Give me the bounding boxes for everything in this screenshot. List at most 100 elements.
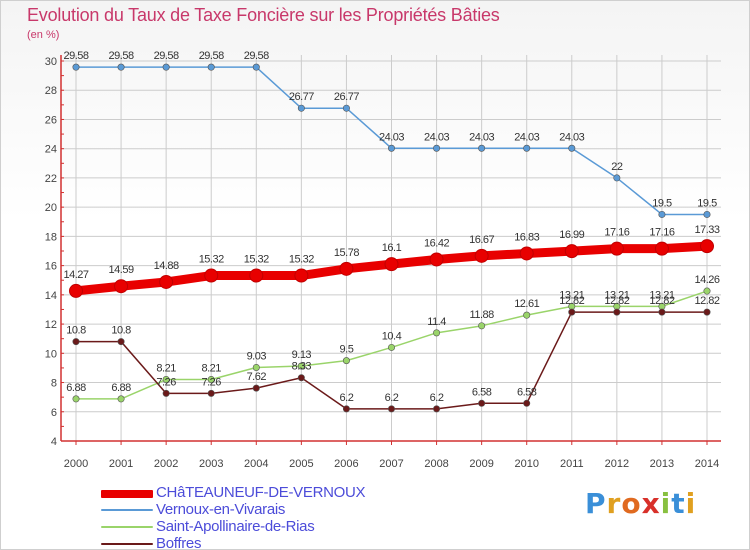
data-point-saint-apollinaire-de-rias bbox=[433, 329, 441, 337]
data-label-vernoux-en-vivarais: 29.58 bbox=[154, 50, 179, 62]
data-label-vernoux-en-vivarais: 29.58 bbox=[63, 50, 88, 62]
data-point-ch-teauneuf-de-vernoux bbox=[159, 274, 174, 289]
data-label-boffres: 12.82 bbox=[604, 295, 629, 307]
legend-swatch-saint-apollinaire bbox=[101, 526, 153, 528]
legend-swatch-boffres bbox=[101, 543, 153, 545]
data-point-ch-teauneuf-de-vernoux bbox=[564, 244, 579, 259]
y-tick-label: 22 bbox=[45, 173, 57, 185]
data-point-boffres bbox=[207, 389, 215, 397]
data-label-vernoux-en-vivarais: 24.03 bbox=[379, 131, 404, 143]
legend-label-saint-apollinaire: Saint-Apollinaire-de-Rias bbox=[156, 518, 315, 535]
legend-label-vernoux: Vernoux-en-Vivarais bbox=[156, 501, 286, 518]
y-tick-label: 30 bbox=[45, 56, 57, 68]
data-point-saint-apollinaire-de-rias bbox=[162, 375, 170, 383]
data-point-saint-apollinaire-de-rias bbox=[117, 395, 125, 403]
x-tick-label: 2003 bbox=[199, 458, 223, 470]
data-label-boffres: 7.26 bbox=[202, 376, 222, 388]
data-point-vernoux-en-vivarais bbox=[72, 63, 80, 71]
y-tick-label: 24 bbox=[45, 144, 57, 156]
x-tick-label: 2005 bbox=[289, 458, 313, 470]
data-point-saint-apollinaire-de-rias bbox=[252, 363, 260, 371]
y-tick-label: 10 bbox=[45, 348, 57, 360]
y-tick-label: 26 bbox=[45, 114, 57, 126]
data-point-vernoux-en-vivarais bbox=[658, 210, 666, 218]
data-point-boffres bbox=[523, 399, 531, 407]
data-point-boffres bbox=[117, 338, 125, 346]
data-label-saint-apollinaire-de-rias: 11.88 bbox=[470, 309, 495, 321]
data-point-saint-apollinaire-de-rias bbox=[387, 343, 395, 351]
grid-layer bbox=[61, 55, 721, 441]
data-point-vernoux-en-vivarais bbox=[478, 144, 486, 152]
data-label-saint-apollinaire-de-rias: 10.4 bbox=[382, 330, 402, 342]
data-label-layer: 29.58 29.58 29.58 29.58 29.58 26.77 26.77 24.03… bbox=[63, 50, 720, 404]
data-point-boffres bbox=[433, 405, 441, 413]
data-point-saint-apollinaire-de-rias bbox=[297, 362, 305, 370]
data-label-ch-teauneuf-de-vernoux: 15.32 bbox=[244, 254, 269, 266]
data-point-ch-teauneuf-de-vernoux bbox=[429, 252, 444, 267]
y-axis-unit: (en %) bbox=[27, 29, 60, 41]
x-tick-label: 2014 bbox=[695, 458, 719, 470]
data-label-vernoux-en-vivarais: 22 bbox=[611, 161, 623, 173]
data-point-boffres bbox=[72, 338, 80, 346]
y-tick-label: 16 bbox=[45, 261, 57, 273]
data-label-ch-teauneuf-de-vernoux: 16.99 bbox=[559, 229, 584, 241]
series-layer bbox=[69, 63, 714, 413]
y-tick-label: 18 bbox=[45, 231, 57, 243]
data-label-boffres: 12.82 bbox=[559, 295, 584, 307]
data-point-vernoux-en-vivarais bbox=[342, 104, 350, 112]
data-label-saint-apollinaire-de-rias: 6.88 bbox=[66, 382, 86, 394]
data-label-saint-apollinaire-de-rias: 9.13 bbox=[292, 349, 312, 361]
data-point-saint-apollinaire-de-rias bbox=[342, 357, 350, 365]
data-point-saint-apollinaire-de-rias bbox=[72, 395, 80, 403]
data-point-boffres bbox=[387, 405, 395, 413]
x-tick-label: 2011 bbox=[560, 458, 584, 470]
data-label-ch-teauneuf-de-vernoux: 14.27 bbox=[63, 269, 88, 281]
data-label-boffres: 12.82 bbox=[694, 295, 719, 307]
data-point-boffres bbox=[658, 308, 666, 316]
data-point-saint-apollinaire-de-rias bbox=[207, 375, 215, 383]
data-label-boffres: 7.26 bbox=[156, 376, 176, 388]
data-label-ch-teauneuf-de-vernoux: 14.59 bbox=[109, 264, 134, 276]
data-label-saint-apollinaire-de-rias: 13.21 bbox=[604, 289, 629, 301]
data-point-vernoux-en-vivarais bbox=[297, 104, 305, 112]
data-label-boffres: 6.2 bbox=[430, 392, 444, 404]
data-point-ch-teauneuf-de-vernoux bbox=[204, 268, 219, 283]
data-label-boffres: 8.33 bbox=[292, 361, 312, 373]
data-label-ch-teauneuf-de-vernoux: 16.42 bbox=[424, 237, 449, 249]
data-label-ch-teauneuf-de-vernoux: 16.67 bbox=[469, 234, 494, 246]
data-point-saint-apollinaire-de-rias bbox=[478, 322, 486, 330]
data-point-vernoux-en-vivarais bbox=[433, 144, 441, 152]
data-point-vernoux-en-vivarais bbox=[523, 144, 531, 152]
data-point-vernoux-en-vivarais bbox=[568, 144, 576, 152]
data-label-saint-apollinaire-de-rias: 9.03 bbox=[247, 350, 267, 362]
x-tick-label: 2004 bbox=[244, 458, 268, 470]
x-tick-label: 2000 bbox=[64, 458, 88, 470]
data-label-vernoux-en-vivarais: 24.03 bbox=[559, 131, 584, 143]
data-label-vernoux-en-vivarais: 29.58 bbox=[109, 50, 134, 62]
x-tick-label: 2006 bbox=[334, 458, 358, 470]
data-label-ch-teauneuf-de-vernoux: 16.1 bbox=[382, 242, 402, 254]
y-tick-label: 20 bbox=[45, 202, 57, 214]
data-point-boffres bbox=[568, 308, 576, 316]
data-label-boffres: 10.8 bbox=[66, 325, 86, 337]
legend-label-boffres: Boffres bbox=[156, 535, 202, 550]
data-point-ch-teauneuf-de-vernoux bbox=[339, 261, 354, 276]
data-label-vernoux-en-vivarais: 29.58 bbox=[199, 50, 224, 62]
x-tick-label: 2009 bbox=[469, 458, 493, 470]
data-label-saint-apollinaire-de-rias: 11.4 bbox=[427, 316, 446, 328]
data-label-ch-teauneuf-de-vernoux: 17.16 bbox=[604, 227, 629, 239]
data-point-boffres bbox=[252, 384, 260, 392]
legend-label-chateauneuf: CHâTEAUNEUF-DE-VERNOUX bbox=[156, 484, 366, 501]
data-point-ch-teauneuf-de-vernoux bbox=[654, 241, 669, 256]
data-point-ch-teauneuf-de-vernoux bbox=[700, 239, 714, 254]
data-point-boffres bbox=[703, 308, 711, 316]
y-tick-label: 12 bbox=[45, 319, 57, 331]
y-tick-label: 14 bbox=[45, 290, 57, 302]
data-point-saint-apollinaire-de-rias bbox=[523, 311, 531, 319]
data-label-boffres: 7.62 bbox=[247, 371, 267, 383]
data-label-saint-apollinaire-de-rias: 8.21 bbox=[156, 362, 176, 374]
data-point-ch-teauneuf-de-vernoux bbox=[384, 257, 399, 272]
data-point-vernoux-en-vivarais bbox=[162, 63, 170, 71]
